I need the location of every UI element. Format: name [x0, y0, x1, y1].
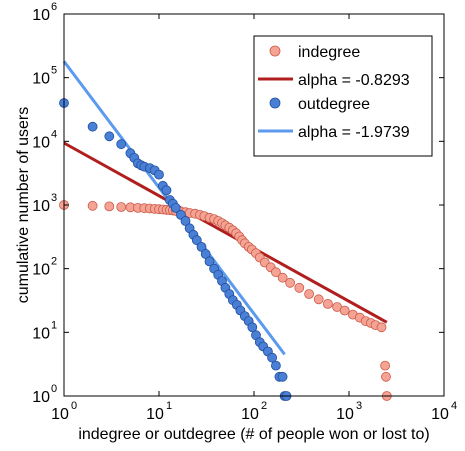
legend-marker-2	[269, 97, 281, 109]
data-point-indegree-54	[381, 371, 391, 382]
x-axis-label: indegree or outdegree (# of people won o…	[78, 426, 429, 443]
data-point-indegree-41	[294, 282, 305, 293]
y-axis-label: cumulative number of users	[15, 107, 32, 304]
data-point-indegree-1	[87, 200, 98, 211]
data-point-indegree-39	[277, 272, 288, 283]
data-point-outdegree-24	[204, 256, 215, 267]
data-point-outdegree-18	[180, 216, 191, 226]
data-point-outdegree-43	[277, 371, 288, 382]
legend-label-1: alpha = -0.8293	[298, 72, 410, 89]
data-point-outdegree-35	[247, 322, 258, 333]
data-point-indegree-42	[304, 289, 315, 299]
x-tick-exponent-0: 0	[71, 400, 77, 412]
x-tick-label-4: 10	[431, 406, 449, 423]
data-point-outdegree-2	[104, 131, 115, 142]
data-point-indegree-53	[380, 360, 391, 371]
legend-box	[253, 35, 433, 157]
data-point-outdegree-16	[170, 202, 181, 213]
data-point-outdegree-11	[154, 169, 164, 180]
y-tick-exponent-0: 0	[51, 383, 57, 395]
data-point-outdegree-22	[196, 241, 207, 252]
y-tick-label-5: 10	[32, 71, 50, 88]
legend-label-3: alpha = -1.9739	[298, 124, 410, 141]
data-point-outdegree-1	[87, 121, 98, 132]
data-point-indegree-43	[313, 294, 324, 305]
y-tick-label-6: 10	[32, 7, 50, 24]
y-tick-label-0: 10	[32, 389, 50, 406]
x-tick-label-1: 10	[146, 406, 164, 423]
data-point-outdegree-13	[161, 185, 172, 196]
x-tick-exponent-3: 3	[356, 400, 362, 412]
y-tick-exponent-6: 6	[51, 1, 57, 13]
x-tick-label-0: 10	[51, 406, 69, 423]
y-tick-exponent-2: 2	[51, 256, 57, 268]
data-point-indegree-40	[285, 277, 296, 288]
tick-labels: 10 0 10 1 10 2 10 3 10 410 010 110 210 310 410 510 6	[32, 1, 457, 423]
x-tick-exponent-2: 2	[261, 400, 267, 412]
data-point-indegree-44	[322, 298, 333, 309]
legend: indegree alpha = -0.8293 outdegree alpha = …	[253, 35, 433, 157]
markers	[59, 98, 392, 401]
legend-label-2: outdegree	[298, 96, 370, 113]
x-tick-exponent-4: 4	[451, 400, 457, 412]
y-tick-exponent-4: 4	[51, 128, 57, 140]
y-tick-exponent-5: 5	[51, 65, 57, 77]
data-point-indegree-46	[339, 305, 350, 316]
legend-label-0: indegree	[298, 44, 360, 61]
data-point-indegree-52	[376, 322, 387, 333]
x-tick-label-3: 10	[336, 406, 354, 423]
fit-line-1	[63, 141, 388, 324]
x-tick-label-2: 10	[241, 406, 259, 423]
y-tick-exponent-3: 3	[51, 192, 57, 204]
data-point-indegree-38	[270, 267, 281, 278]
y-tick-label-2: 10	[32, 262, 50, 279]
data-point-indegree-3	[116, 202, 127, 212]
data-point-outdegree-41	[270, 360, 281, 371]
y-tick-label-4: 10	[32, 134, 50, 151]
data-point-outdegree-40	[267, 352, 278, 363]
legend-marker-0	[269, 45, 281, 57]
y-tick-exponent-1: 1	[51, 319, 57, 331]
axis-ticks	[63, 13, 445, 397]
data-point-indegree-2	[104, 201, 115, 212]
data-point-outdegree-21	[191, 235, 202, 246]
y-tick-label-1: 10	[32, 325, 50, 342]
data-point-outdegree-3	[116, 139, 127, 150]
x-tick-exponent-1: 1	[166, 400, 172, 412]
y-tick-label-3: 10	[32, 198, 50, 215]
